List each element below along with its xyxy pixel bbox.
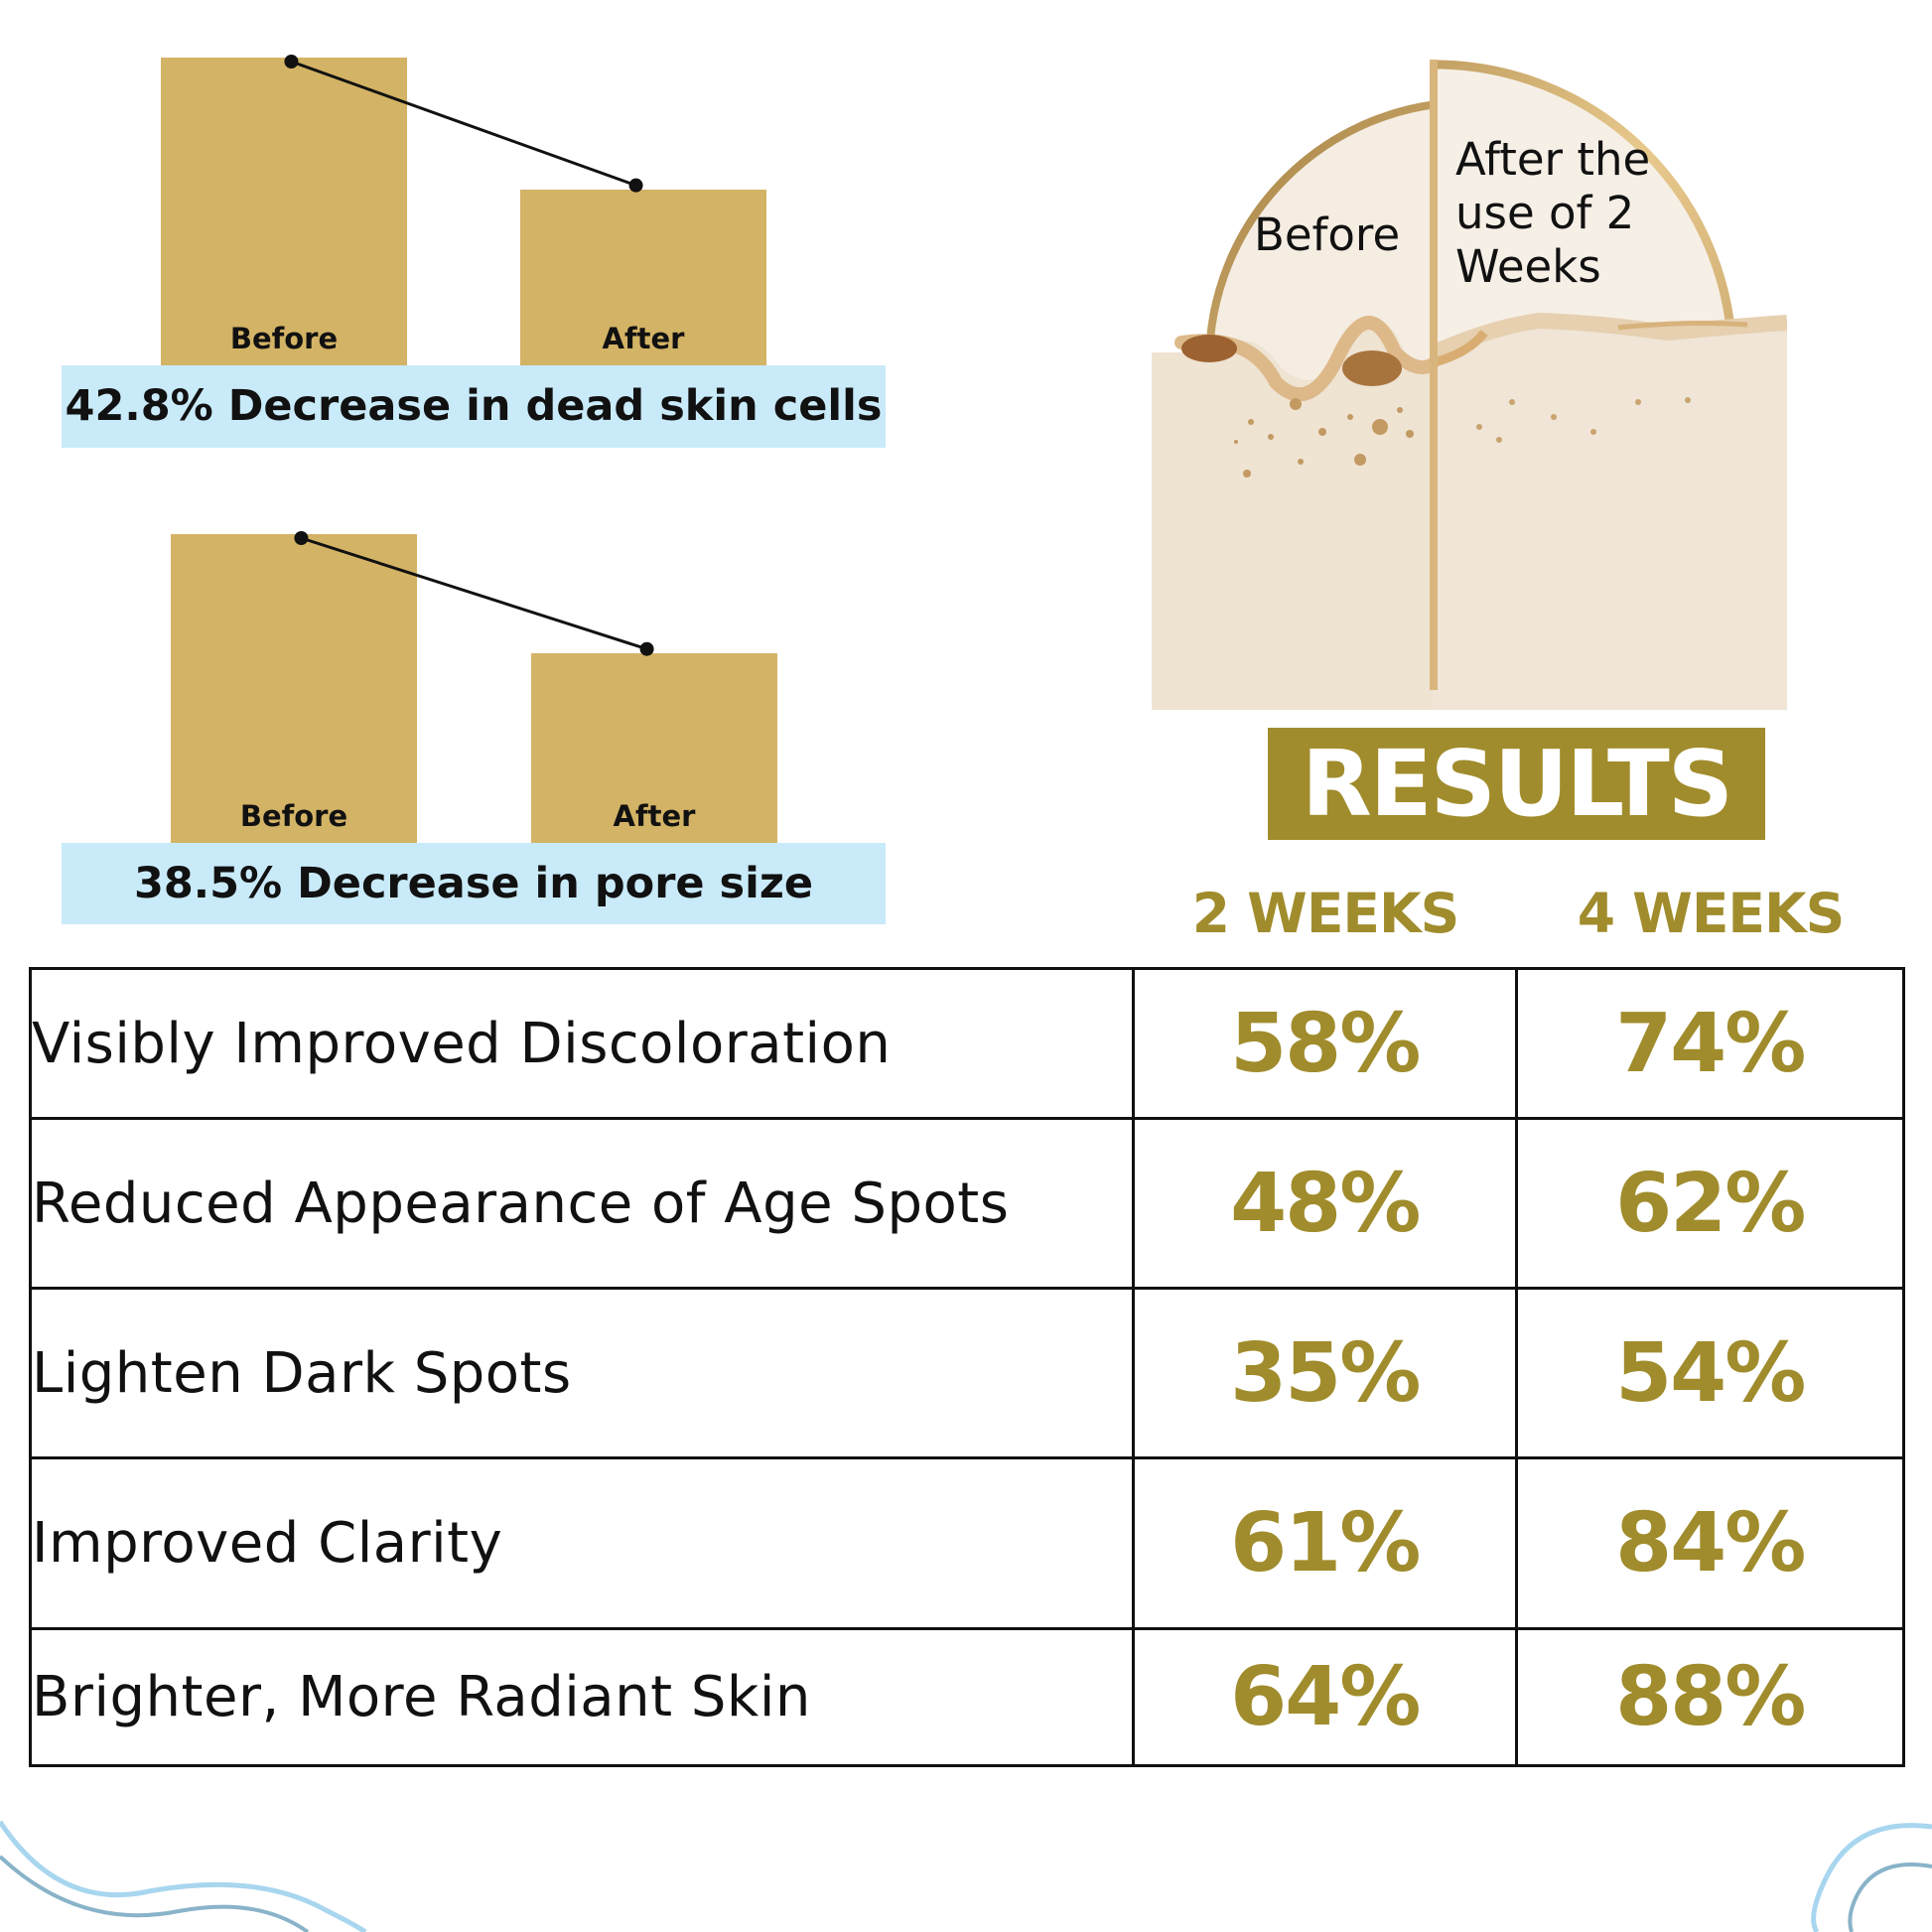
row-label: Brighter, More Radiant Skin — [28, 1627, 1136, 1767]
row-label: Visibly Improved Discoloration — [28, 967, 1136, 1120]
value-4-weeks: 74% — [1514, 967, 1906, 1120]
chart2-bar-label-after: After — [613, 798, 696, 833]
value-2-weeks: 35% — [1132, 1287, 1518, 1459]
chart2-bar-after: After — [531, 652, 777, 843]
chart2-bar-label-before: Before — [239, 799, 348, 833]
chart2-trend-line — [294, 531, 654, 656]
column-header-4-weeks: 4 WEEKS — [1577, 882, 1845, 945]
chart2-caption: 38.5% Decrease in pore size — [62, 843, 886, 924]
trend-point-before — [294, 531, 309, 545]
chart1-bar-label-before: Before — [229, 322, 339, 355]
chart1-bar-label-after: After — [602, 321, 685, 355]
trend-point-before — [284, 55, 299, 69]
trend-line-segment — [300, 536, 648, 651]
value-4-weeks: 54% — [1514, 1287, 1906, 1459]
table-row: Reduced Appearance of Age Spots 48% 62% — [28, 1117, 1906, 1290]
skin-illustration — [1152, 60, 1787, 710]
chart1-bar-before: Before — [161, 58, 407, 365]
trend-point-after — [628, 178, 643, 193]
results-title: RESULTS — [1268, 728, 1765, 840]
value-4-weeks: 88% — [1514, 1627, 1906, 1767]
value-2-weeks: 61% — [1132, 1456, 1518, 1630]
value-4-weeks: 84% — [1514, 1456, 1906, 1630]
illustration-after-label: After the use of 2 Weeks — [1455, 133, 1651, 293]
value-2-weeks: 48% — [1132, 1117, 1518, 1290]
chart1-caption: 42.8% Decrease in dead skin cells — [62, 365, 886, 448]
value-4-weeks: 62% — [1514, 1117, 1906, 1290]
value-2-weeks: 64% — [1132, 1627, 1518, 1767]
results-table: Visibly Improved Discoloration 58% 74% R… — [28, 967, 1906, 1767]
chart2-bar-before: Before — [171, 534, 417, 843]
decorative-swirl-right — [1811, 1823, 1932, 1932]
row-label: Lighten Dark Spots — [28, 1287, 1136, 1459]
column-header-2-weeks: 2 WEEKS — [1191, 882, 1459, 945]
table-row: Brighter, More Radiant Skin 64% 88% — [28, 1627, 1906, 1767]
illustration-before-label: Before — [1254, 208, 1401, 261]
row-label: Reduced Appearance of Age Spots — [28, 1117, 1136, 1290]
table-row: Improved Clarity 61% 84% — [28, 1456, 1906, 1630]
trend-point-after — [639, 641, 654, 656]
trend-line-segment — [290, 60, 637, 188]
chart1-bar-after: After — [520, 189, 766, 365]
chart1-trend-line — [284, 55, 643, 193]
decorative-swirl-left — [0, 1820, 367, 1932]
value-2-weeks: 58% — [1132, 967, 1518, 1120]
row-label: Improved Clarity — [28, 1456, 1136, 1630]
table-row: Lighten Dark Spots 35% 54% — [28, 1287, 1906, 1459]
table-row: Visibly Improved Discoloration 58% 74% — [28, 967, 1906, 1120]
